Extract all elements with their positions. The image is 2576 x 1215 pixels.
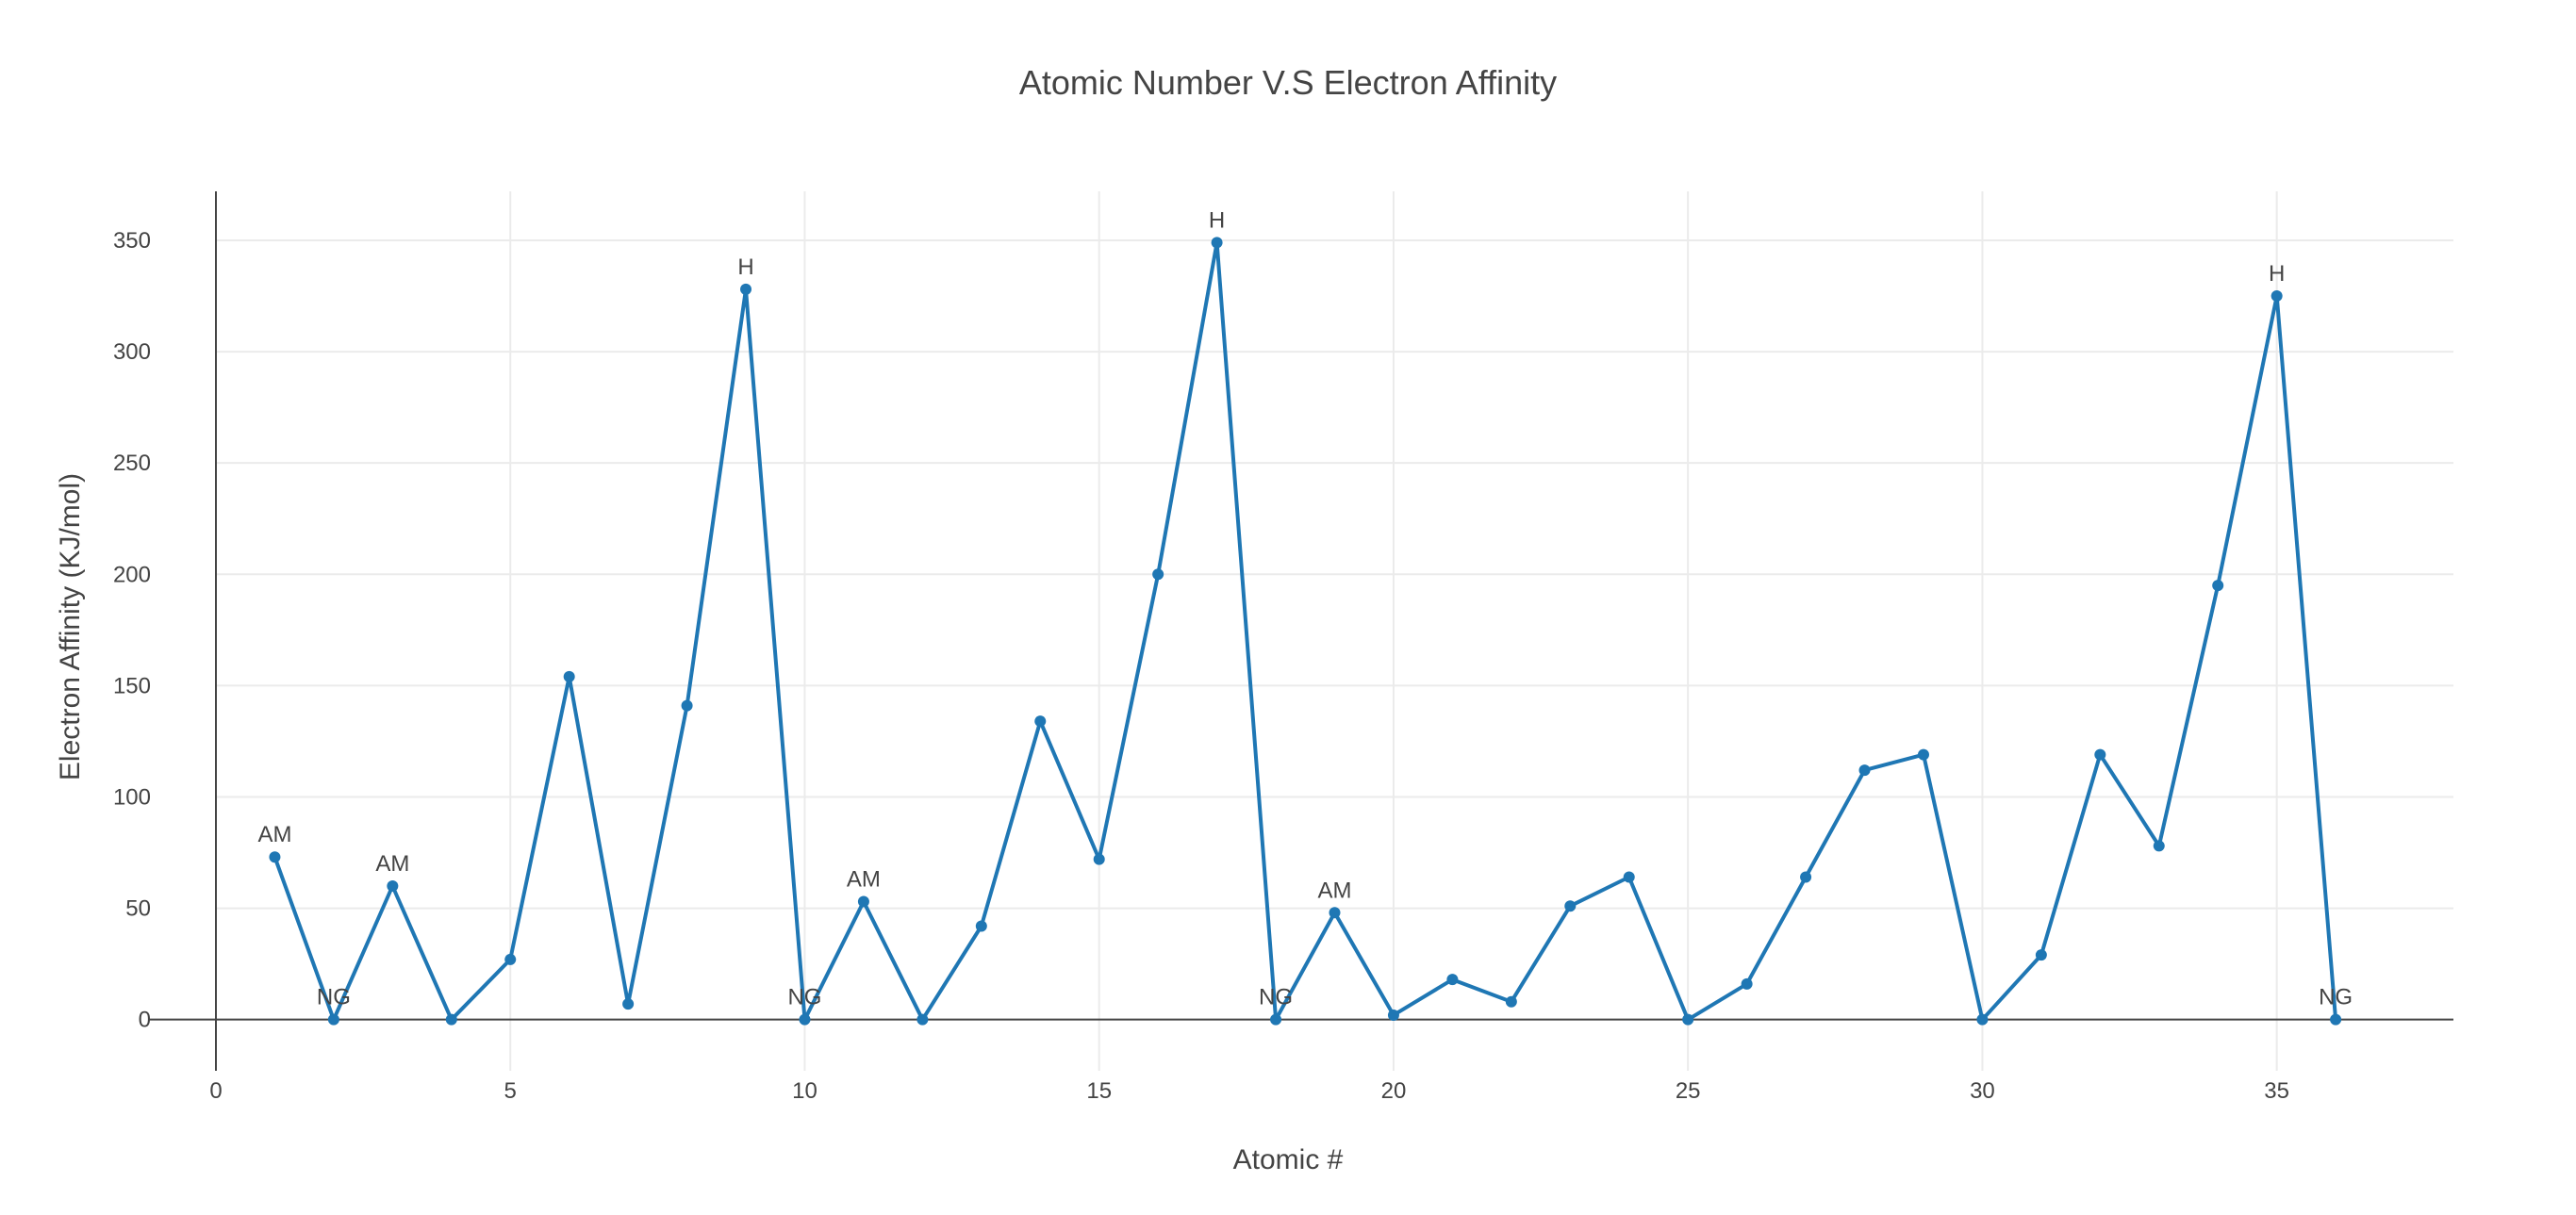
y-tick-label: 350 xyxy=(113,228,151,254)
data-label: NG xyxy=(1259,985,1293,1010)
y-axis-title: Electron Affinity (KJ/mol) xyxy=(55,473,86,780)
data-point xyxy=(1329,907,1341,919)
y-tick-label: 200 xyxy=(113,562,151,587)
data-point xyxy=(2094,748,2106,761)
data-label: NG xyxy=(317,985,351,1010)
data-label: H xyxy=(1209,207,1225,233)
x-tick-label: 25 xyxy=(1676,1078,1701,1104)
data-point xyxy=(799,1013,811,1026)
data-label: H xyxy=(2269,261,2285,287)
label-layer: AM NG AM H NG AM H NG AM H NG xyxy=(257,207,2353,1010)
data-point xyxy=(1682,1013,1694,1026)
data-point xyxy=(740,283,752,295)
data-point xyxy=(1858,764,1871,777)
data-point xyxy=(269,851,281,863)
data-point xyxy=(916,1013,929,1026)
series-line xyxy=(272,240,2338,1022)
data-point xyxy=(681,699,693,712)
data-point xyxy=(1093,853,1105,865)
data-point xyxy=(1387,1009,1399,1021)
data-point xyxy=(1034,715,1047,728)
x-axis-title: Atomic # xyxy=(1233,1144,1344,1175)
series-layer xyxy=(269,237,2342,1026)
x-tick-label: 10 xyxy=(792,1078,817,1104)
data-point xyxy=(1446,974,1459,986)
x-tick-label: 20 xyxy=(1381,1078,1407,1104)
data-point xyxy=(622,998,635,1010)
data-label: AM xyxy=(375,851,409,877)
x-tick-label: 30 xyxy=(1970,1078,1995,1104)
y-tick-label: 150 xyxy=(113,673,151,698)
data-point xyxy=(2212,580,2224,592)
data-point xyxy=(2035,949,2047,961)
data-point xyxy=(563,670,575,682)
data-point xyxy=(2153,840,2165,852)
data-label: NG xyxy=(787,985,821,1010)
data-point xyxy=(1270,1013,1282,1026)
y-tick-label: 250 xyxy=(113,451,151,476)
data-point xyxy=(327,1013,339,1026)
data-point xyxy=(387,879,399,892)
data-point xyxy=(857,895,869,908)
x-tick-label: 35 xyxy=(2264,1078,2289,1104)
chart-title: Atomic Number V.S Electron Affinity xyxy=(1019,63,1557,102)
y-tick-label: 0 xyxy=(139,1008,151,1033)
x-tick-label: 15 xyxy=(1086,1078,1112,1104)
data-point xyxy=(1800,871,1812,883)
data-point xyxy=(1211,237,1223,249)
data-point xyxy=(445,1013,457,1026)
data-point xyxy=(2330,1013,2342,1026)
x-tick-label: 0 xyxy=(209,1078,222,1104)
data-point xyxy=(1623,871,1635,883)
data-point xyxy=(1917,748,1929,761)
y-tick-label: 100 xyxy=(113,784,151,810)
data-point xyxy=(1505,995,1517,1008)
data-label: AM xyxy=(1318,878,1352,903)
grid-layer xyxy=(216,191,2453,1071)
data-point xyxy=(2271,290,2283,303)
data-point xyxy=(1741,977,1753,990)
data-point xyxy=(504,953,517,965)
data-label: H xyxy=(737,254,753,280)
data-label: AM xyxy=(847,866,881,892)
x-tick-label: 5 xyxy=(504,1078,517,1104)
data-point xyxy=(1976,1013,1989,1026)
data-label: AM xyxy=(257,822,291,847)
data-point xyxy=(975,920,987,932)
data-point xyxy=(1152,568,1164,581)
y-tick-label: 50 xyxy=(125,896,151,922)
data-label: NG xyxy=(2319,985,2353,1010)
y-tick-label: 300 xyxy=(113,339,151,365)
data-point xyxy=(1564,900,1577,912)
